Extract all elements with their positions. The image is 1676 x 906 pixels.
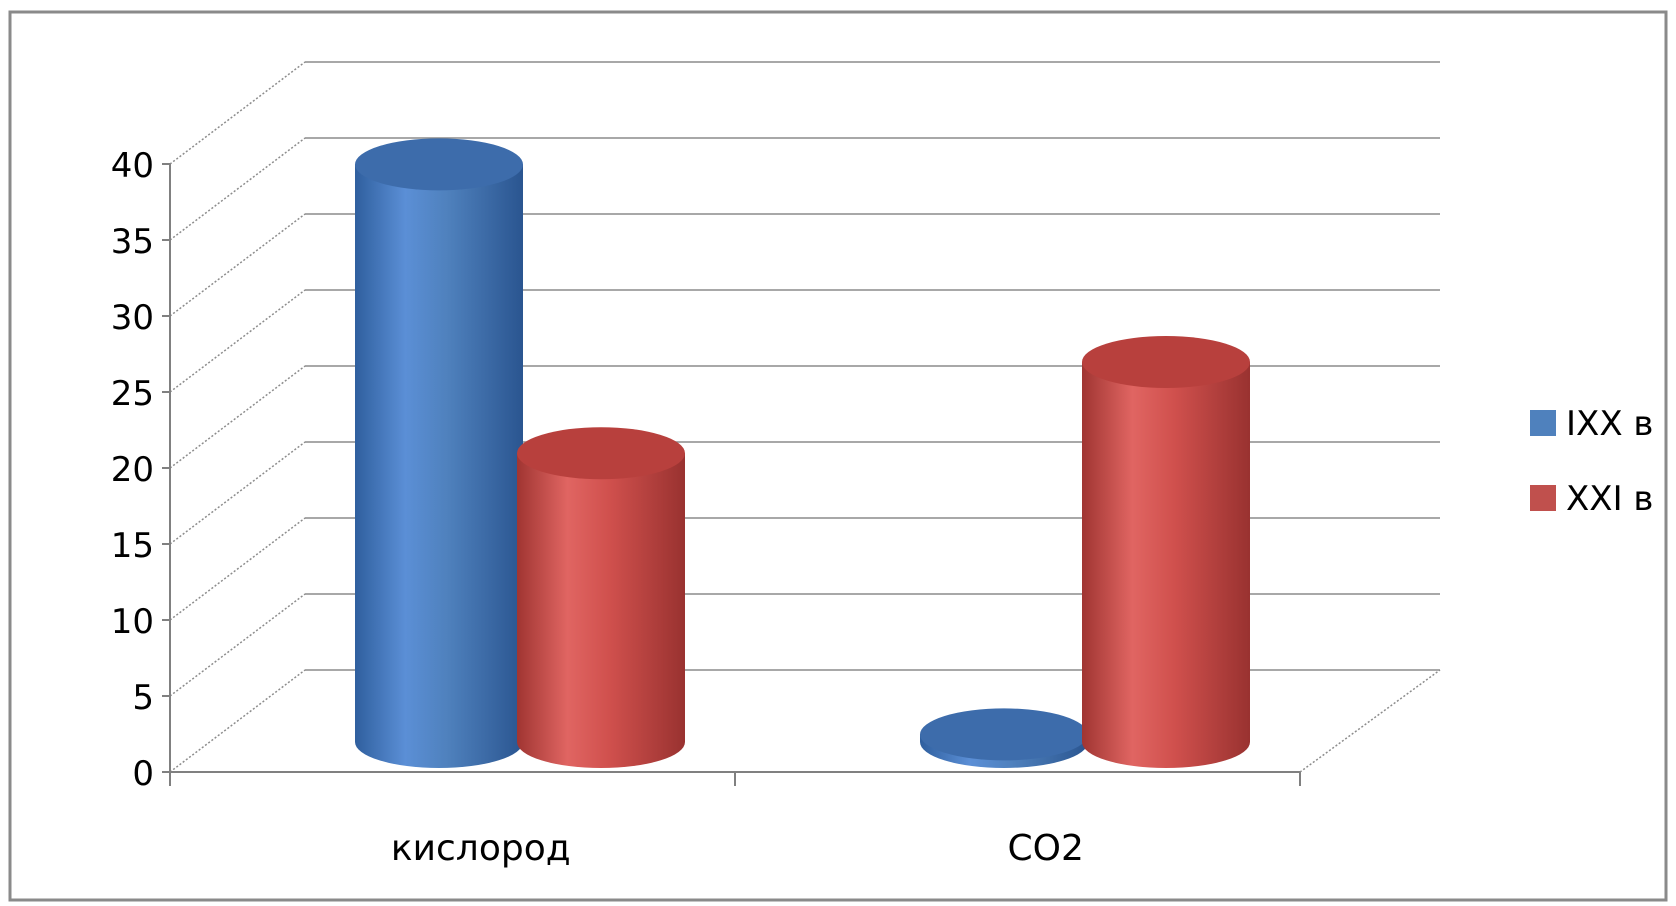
bar-top [355,138,523,191]
y-tick-label: 0 [132,754,154,794]
legend-swatch [1530,410,1556,436]
chart-border [8,10,1668,902]
y-tick-label: 25 [111,374,154,414]
legend: IXX в XXI в [1530,404,1653,519]
y-tick-label: 35 [111,222,154,262]
gridline-side [169,593,306,697]
gridline-side [169,289,306,393]
bar-top [920,708,1088,761]
bars [355,138,1250,768]
y-tick-label: 40 [111,146,154,186]
y-tick-label: 15 [111,526,154,566]
x-tick-label: CO2 [1008,828,1084,869]
legend-label: XXI в [1566,479,1653,519]
gridline-side [169,61,306,165]
y-tick-label: 30 [111,298,154,338]
y-tick-label: 10 [111,602,154,642]
gridline-side [169,137,306,241]
bar [1082,336,1250,768]
bar [920,708,1088,768]
bar-body [1082,362,1250,768]
bar-body [355,164,523,768]
bar [517,427,685,768]
legend-swatch [1530,485,1556,511]
bar-body [517,453,685,768]
bar [355,138,523,768]
floor-edge [1299,669,1441,773]
bar-top [1082,336,1250,388]
tick-labels: 0 5 10 15 20 25 30 35 40 кислород CO2 [111,146,1084,869]
gridline-side [169,669,306,773]
gridline-side [169,441,306,545]
gridline-side [169,365,306,469]
y-tick-label: 20 [111,450,154,490]
y-tick-label: 5 [132,678,154,718]
x-tick-label: кислород [391,828,571,869]
gridline-side [169,213,306,317]
axes [162,163,1441,786]
bar-top [517,427,685,480]
legend-label: IXX в [1566,404,1653,444]
gridline-side [169,517,306,621]
